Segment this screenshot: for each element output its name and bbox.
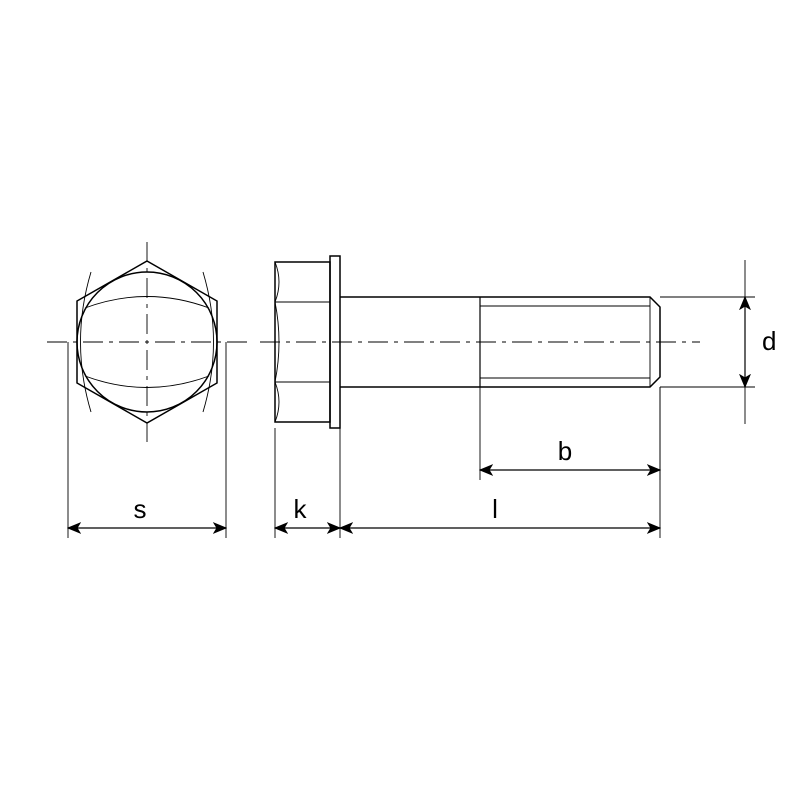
dim-label-k: k: [294, 494, 308, 524]
bolt-diagram: s k l b d: [0, 0, 800, 800]
front-view: [47, 242, 247, 538]
dim-label-d: d: [762, 326, 776, 356]
side-view: [260, 256, 755, 538]
dim-label-l: l: [492, 494, 498, 524]
dimensions: s k l b d: [68, 260, 776, 528]
dim-label-b: b: [558, 436, 572, 466]
dim-label-s: s: [134, 494, 147, 524]
